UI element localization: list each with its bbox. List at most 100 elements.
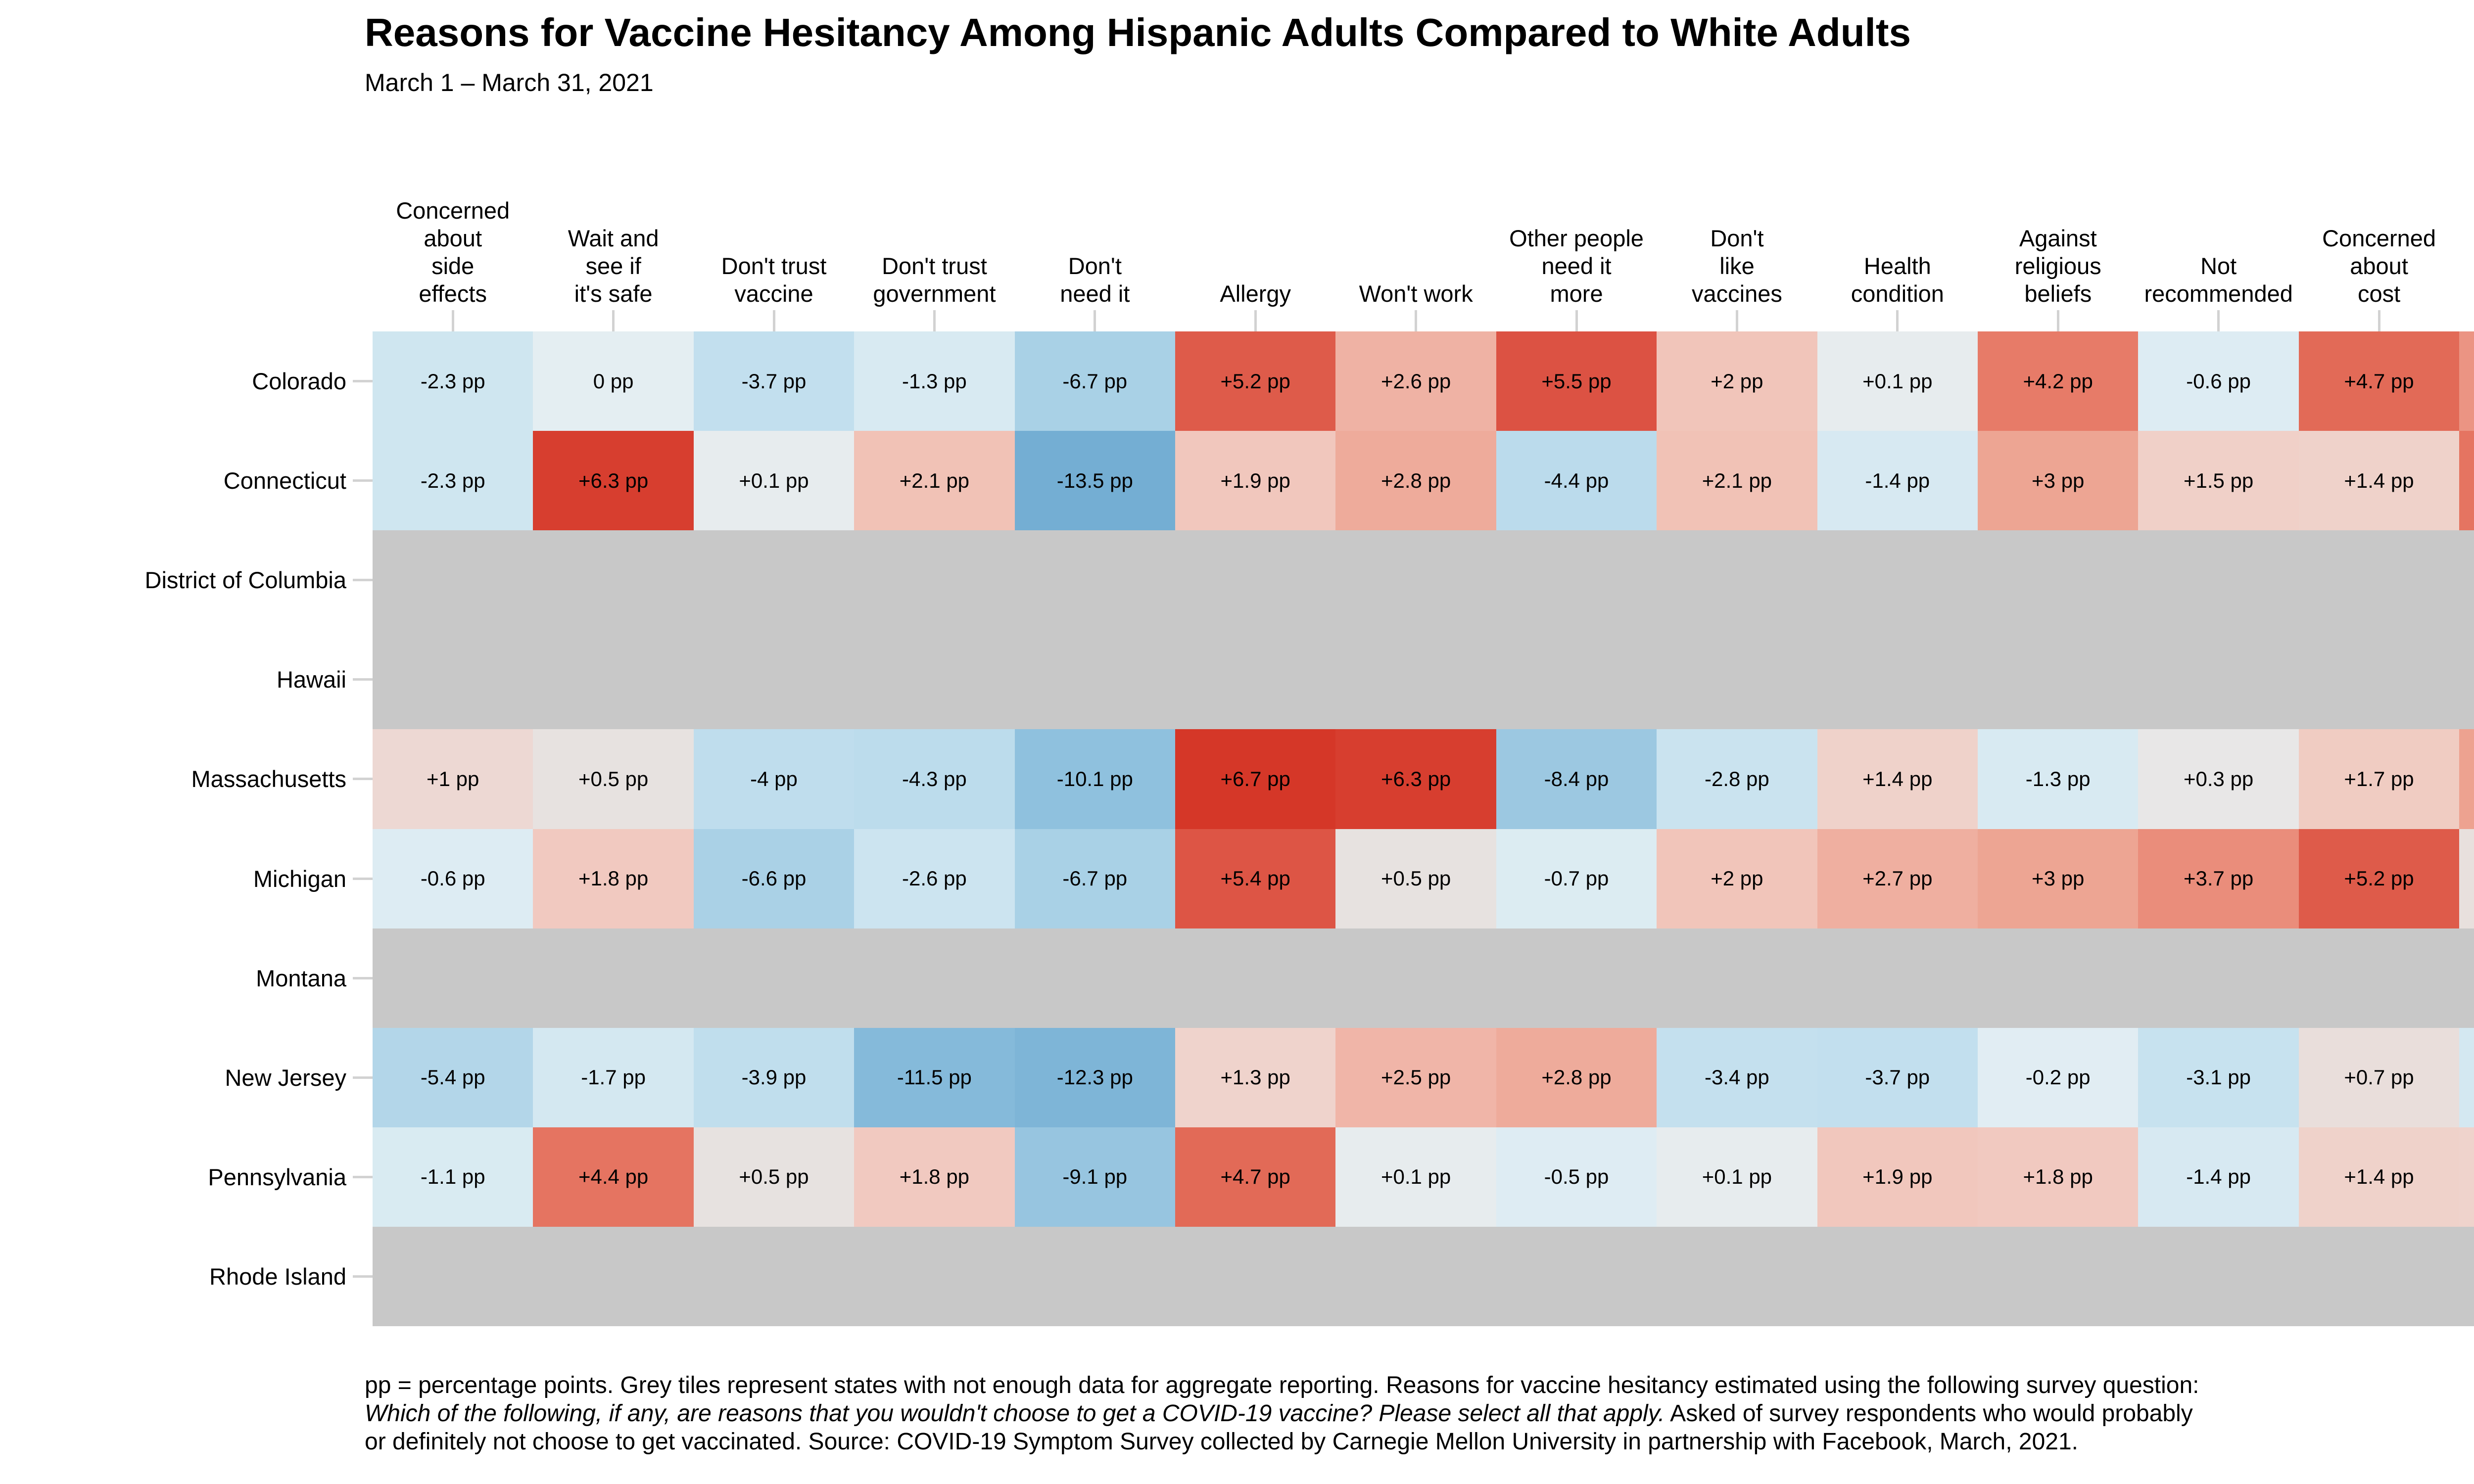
heatmap-cell: +1.9 pp [1817, 1127, 1978, 1227]
heatmap-cell: +0.7 pp [2298, 1027, 2460, 1127]
heatmap-cell: -4.3 pp [854, 729, 1015, 829]
heatmap-cell: -9.1 pp [1014, 1127, 1175, 1227]
heatmap-row-no-data [373, 1226, 2474, 1326]
heatmap-cell: -6.7 pp [1014, 331, 1175, 431]
heatmap-cell: +2.7 pp [1817, 829, 1978, 928]
heatmap-cell: +2 pp [1657, 331, 1817, 431]
tick-mark [353, 579, 373, 582]
footnote-line-3: or definitely not choose to get vaccinat… [365, 1429, 2079, 1455]
column-header: Don't trust government [873, 253, 996, 307]
heatmap-cell: +3.7 pp [2138, 829, 2299, 928]
heatmap-cell: -12.3 pp [1014, 1027, 1175, 1127]
tick-mark [451, 310, 454, 331]
row-label: Colorado [252, 368, 346, 395]
heatmap-cell: +6.7 pp [1175, 729, 1336, 829]
heatmap-cell: -0.6 pp [373, 829, 533, 928]
heatmap-cell: -5.4 pp [373, 1027, 533, 1127]
heatmap-cell: -2.3 pp [373, 431, 533, 531]
heatmap-cell: +2.8 pp [1496, 1027, 1657, 1127]
heatmap-cell: -0.7 pp [1496, 829, 1657, 928]
column-header: Not recommended [2144, 253, 2293, 307]
column-header: Pregnancy [2459, 280, 2474, 308]
heatmap-cell: -0.2 pp [1977, 1027, 2139, 1127]
heatmap-cell: -1.3 pp [1977, 729, 2139, 829]
row-labels: Colorado Connecticut District of Columbia H… [0, 331, 346, 1326]
heatmap-cell: +1.8 pp [854, 1127, 1015, 1227]
heatmap-cell: 0 pp [533, 331, 694, 431]
heatmap-cell: -1.7 pp [2459, 1027, 2474, 1127]
heatmap-cell: -2.3 pp [373, 331, 533, 431]
heatmap: -2.3 pp 0 pp -3.7 pp -1.3 pp -6.7 pp +5.2 pp +… [373, 331, 2474, 1326]
column-header: Don't trust vaccine [721, 253, 827, 307]
heatmap-cell: -1.4 pp [2138, 1127, 2299, 1227]
heatmap-cell: -13.5 pp [1014, 431, 1175, 531]
column-header: Allergy [1220, 280, 1291, 307]
chart-title: Reasons for Vaccine Hesitancy Among Hisp… [365, 10, 1911, 54]
heatmap-cell: +1.9 pp [1175, 431, 1336, 531]
heatmap-cell: +5.5 pp [1496, 331, 1657, 431]
heatmap-cell: +0.6 pp [2459, 829, 2474, 928]
heatmap-cell: -6.7 pp [1014, 829, 1175, 928]
row-label: Pennsylvania [208, 1163, 346, 1190]
column-header: Concerned about side effects [396, 197, 510, 307]
row-label: Michigan [253, 865, 346, 892]
heatmap-cell: -4 pp [693, 729, 855, 829]
heatmap-cell: +1.5 pp [2138, 431, 2299, 531]
heatmap-cell: +6.3 pp [1335, 729, 1496, 829]
chart-subtitle: March 1 – March 31, 2021 [365, 69, 654, 96]
heatmap-cell: -3.4 pp [1657, 1027, 1817, 1127]
heatmap-cell: -3.1 pp [2138, 1027, 2299, 1127]
heatmap-cell: +5.2 pp [2298, 829, 2460, 928]
tick-mark [353, 1175, 373, 1178]
heatmap-cell: +6.3 pp [533, 431, 694, 531]
heatmap-row-no-data [373, 530, 2474, 630]
tick-mark [353, 778, 373, 781]
heatmap-cell: +2.5 pp [1335, 1027, 1496, 1127]
heatmap-cell: +2.8 pp [1335, 431, 1496, 531]
column-header: Don't like vaccines [1692, 225, 1782, 307]
column-header: Concerned about cost [2322, 225, 2436, 307]
heatmap-cell: +4.4 pp [533, 1127, 694, 1227]
row-label: New Jersey [225, 1064, 346, 1091]
column-header: Wait and see if it's safe [568, 225, 659, 307]
tick-mark [1094, 310, 1096, 331]
column-header: Health condition [1851, 253, 1944, 307]
row-label: Montana [256, 965, 346, 991]
heatmap-cell: -3.7 pp [693, 331, 855, 431]
heatmap-cell: +3.1 pp [2459, 729, 2474, 829]
heatmap-cell: -0.6 pp [2138, 331, 2299, 431]
tick-mark [1735, 310, 1738, 331]
heatmap-cell: +3 pp [1977, 431, 2139, 531]
heatmap-cell: +1.3 pp [2459, 1127, 2474, 1227]
tick-mark [353, 380, 373, 383]
tick-mark [353, 479, 373, 482]
heatmap-cell: +2.1 pp [1657, 431, 1817, 531]
heatmap-cell: +0.3 pp [2138, 729, 2299, 829]
column-headers: Concerned about side effects Wait and see… [373, 166, 2474, 308]
heatmap-cell: +3 pp [1977, 829, 2139, 928]
heatmap-cell: +2.1 pp [854, 431, 1015, 531]
tick-mark [1896, 310, 1899, 331]
heatmap-cell: -1.3 pp [854, 331, 1015, 431]
column-header: Won't work [1359, 280, 1473, 307]
heatmap-cell: +2.6 pp [1335, 331, 1496, 431]
tick-mark [2217, 310, 2220, 331]
heatmap-cell: +0.5 pp [1335, 829, 1496, 928]
tick-mark [353, 1275, 373, 1278]
heatmap-cell: +5.2 pp [1175, 331, 1336, 431]
footnote-line-2: Which of the following, if any, are reas… [365, 1399, 2199, 1428]
tick-mark [933, 310, 936, 331]
tick-mark [1575, 310, 1578, 331]
heatmap-cell: +0.1 pp [1657, 1127, 1817, 1227]
heatmap-cell: -10.1 pp [1014, 729, 1175, 829]
footnote-survey-question: Which of the following, if any, are reas… [365, 1400, 1665, 1427]
heatmap-cell: +1.8 pp [1977, 1127, 2139, 1227]
tick-mark [353, 877, 373, 880]
heatmap-cell: +0.1 pp [693, 431, 855, 531]
tick-mark [1415, 310, 1418, 331]
heatmap-cell: +4.4 pp [2459, 431, 2474, 531]
column-header: Other people need it more [1509, 225, 1644, 307]
heatmap-cell: -11.5 pp [854, 1027, 1015, 1127]
heatmap-cell: -4.4 pp [1496, 431, 1657, 531]
heatmap-row-no-data [373, 630, 2474, 730]
